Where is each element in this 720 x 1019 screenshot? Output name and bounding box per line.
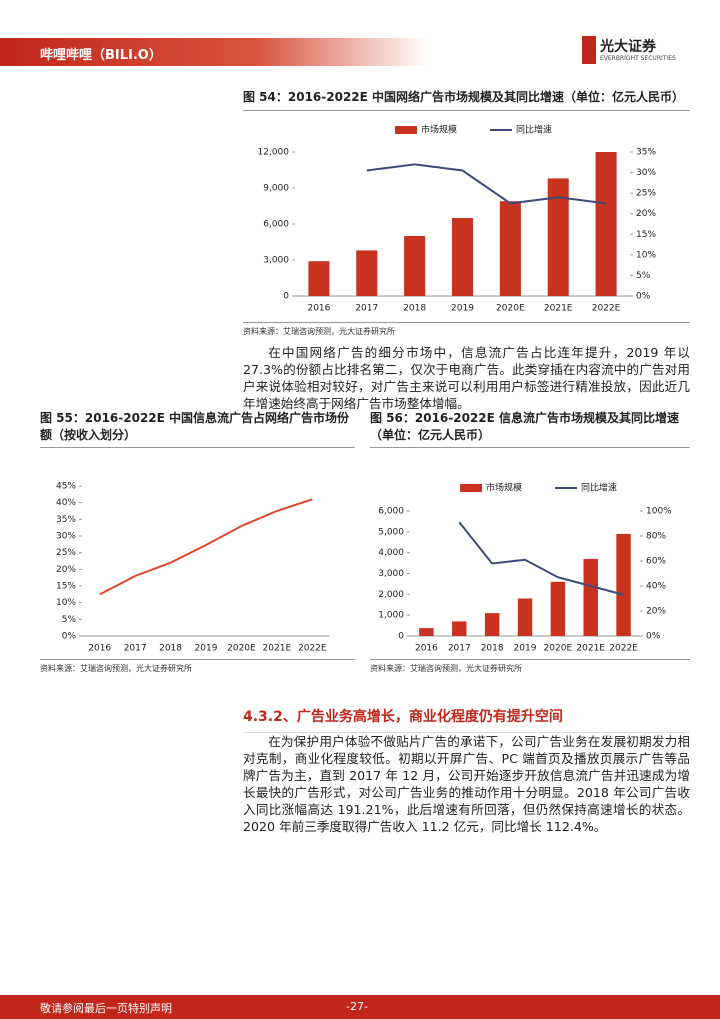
legend-swatch: [460, 484, 482, 492]
y-tick-label: 15%: [56, 582, 76, 592]
y-tick-label: 9,000: [263, 184, 289, 194]
x-tick-label: 2022E: [609, 644, 638, 654]
chart-title: 图 54：2016-2022E 中国网络广告市场规模及其同比增速（单位：亿元人民…: [243, 89, 690, 111]
y-tick-label: 15%: [636, 230, 656, 240]
y-tick-label: 60%: [646, 557, 666, 567]
bar: [484, 613, 500, 636]
line: [458, 521, 624, 596]
charts: 0 3,000 6,000 9,000 12,000 0% 5% 10% 15% 20% 25% 30…: [56, 124, 672, 654]
header-bar: 哔哩哔哩（BILI.O）: [0, 38, 430, 66]
line: [99, 498, 313, 596]
legend-label: 市场规模: [486, 482, 522, 494]
paragraph: 在为保护用户体验不做贴片广告的承诺下，公司广告业务在发展初期发力相对克制，商业化…: [243, 734, 690, 834]
x-tick-label: 2021E: [576, 644, 605, 654]
x-tick-label: 2021E: [544, 304, 573, 314]
paragraph: 在中国网络广告的细分市场中，信息流广告占比连年提升，2019 年以 27.3%的…: [243, 345, 690, 411]
bar: [517, 598, 533, 636]
bar: [451, 218, 474, 296]
bar: [550, 581, 566, 636]
x-tick-label: 2016: [88, 644, 111, 654]
x-tick-label: 2019: [514, 644, 537, 654]
x-tick-label: 2017: [124, 644, 147, 654]
footer: 敬请参阅最后一页特别声明 -27-: [0, 995, 720, 1019]
y-tick-label: 6,000: [263, 220, 289, 230]
x-tick-label: 2020E: [227, 644, 256, 654]
x-tick-label: 2016: [307, 304, 330, 314]
y-tick-label: 30%: [636, 168, 656, 178]
page-number: -27-: [346, 1000, 368, 1013]
y-tick-label: 12,000: [258, 148, 290, 158]
logo-icon: [582, 36, 596, 64]
y-tick-label: 0: [283, 292, 289, 302]
y-tick-label: 10%: [636, 250, 656, 260]
bar: [583, 558, 598, 636]
source: 资料来源：艾瑞咨询预测，光大证券研究所: [40, 659, 355, 674]
x-tick-label: 2016: [415, 644, 438, 654]
y-tick-label: 35%: [56, 515, 76, 525]
y-tick-label: 20%: [646, 607, 666, 617]
y-tick-label: 30%: [56, 532, 76, 542]
y-tick-label: 10%: [56, 598, 76, 608]
y-tick-label: 3,000: [263, 256, 289, 266]
bar: [419, 628, 434, 636]
bar: [499, 201, 521, 296]
bar: [452, 621, 467, 636]
section-heading: 4.3.2、广告业务高增长，商业化程度仍有提升空间: [243, 706, 690, 733]
line: [366, 163, 607, 205]
y-tick-label: 2,000: [378, 590, 404, 600]
y-tick-label: 0%: [646, 632, 661, 642]
source: 资料来源：艾瑞咨询预测，光大证券研究所: [243, 322, 690, 337]
y-tick-label: 5%: [636, 271, 651, 281]
x-tick-label: 2022E: [592, 304, 621, 314]
y-tick-label: 20%: [636, 209, 656, 219]
x-tick-label: 2018: [159, 644, 182, 654]
x-tick-label: 2020E: [544, 644, 573, 654]
bar: [356, 250, 378, 296]
bar: [595, 152, 617, 296]
legend-label: 同比增速: [581, 482, 617, 494]
y-tick-label: 1,000: [378, 611, 404, 621]
y-tick-label: 80%: [646, 532, 666, 542]
x-tick-label: 2020E: [496, 304, 525, 314]
x-tick-label: 2019: [451, 304, 474, 314]
x-tick-label: 2017: [448, 644, 471, 654]
x-tick-label: 2018: [481, 644, 504, 654]
y-tick-label: 4,000: [378, 548, 404, 558]
y-tick-label: 0%: [636, 292, 651, 302]
x-tick-label: 2022E: [298, 644, 327, 654]
bar: [616, 533, 631, 636]
y-tick-label: 5,000: [378, 527, 404, 537]
x-tick-label: 2019: [195, 644, 218, 654]
x-tick-label: 2017: [355, 304, 378, 314]
y-tick-label: 45%: [56, 482, 76, 492]
y-tick-label: 40%: [56, 498, 76, 508]
x-tick-label: 2021E: [263, 644, 292, 654]
y-tick-label: 35%: [636, 148, 656, 158]
logo-sub: EVERBRIGHT SECURITIES: [600, 55, 676, 62]
bar: [404, 236, 426, 296]
y-tick-label: 25%: [636, 189, 656, 199]
y-tick-label: 40%: [646, 582, 666, 592]
y-tick-label: 100%: [646, 507, 672, 517]
legend-label: 同比增速: [516, 124, 552, 136]
legend-label: 市场规模: [421, 124, 457, 136]
y-tick-label: 20%: [56, 565, 76, 575]
bar: [308, 261, 330, 296]
y-tick-label: 6,000: [378, 507, 404, 517]
header-title: 哔哩哔哩（BILI.O）: [40, 48, 162, 63]
legend-swatch: [395, 126, 417, 134]
y-tick-label: 3,000: [378, 569, 404, 579]
logo-text: 光大证券: [600, 39, 656, 55]
x-tick-label: 2018: [403, 304, 426, 314]
source: 资料来源：艾瑞咨询预测，光大证券研究所: [370, 659, 690, 674]
chart-title: 图 55：2016-2022E 中国信息流广告占网络广告市场份额（按收入划分）: [40, 410, 355, 448]
footer-note: 敬请参阅最后一页特别声明: [40, 1002, 172, 1015]
y-tick-label: 0%: [62, 632, 77, 642]
y-tick-label: 5%: [62, 615, 77, 625]
y-tick-label: 0: [398, 632, 404, 642]
y-tick-label: 25%: [56, 548, 76, 558]
bar: [547, 178, 569, 296]
chart-title: 图 56：2016-2022E 信息流广告市场规模及其同比增速（单位：亿元人民币…: [370, 410, 690, 448]
